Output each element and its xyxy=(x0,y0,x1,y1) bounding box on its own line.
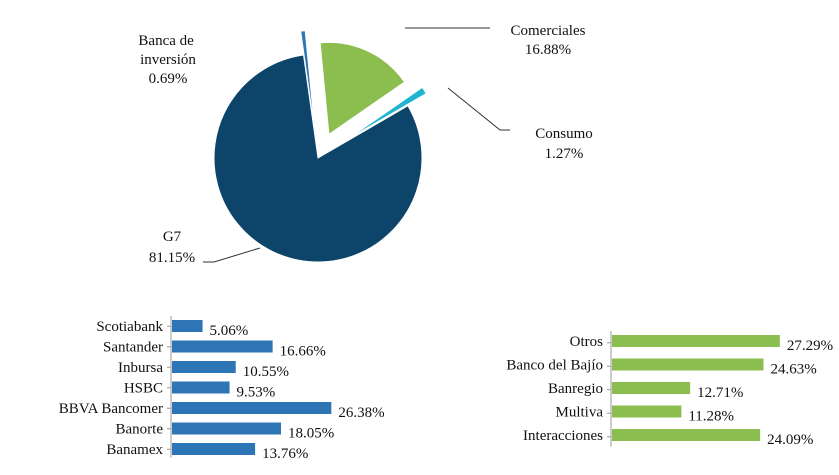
bar-banorte xyxy=(172,422,282,435)
category-label: Banco del Bajío xyxy=(506,358,603,374)
slice-value-comerciales: 16.88% xyxy=(525,42,571,58)
bar-inbursa xyxy=(172,361,236,373)
value-label: 11.28% xyxy=(688,409,734,425)
category-label: Scotiabank xyxy=(96,319,163,335)
slice-value-banca: 0.69% xyxy=(149,71,188,87)
pie-slice-banca-de-inversi-n xyxy=(300,30,316,135)
leader-line-consumo xyxy=(447,87,510,131)
value-label: 26.38% xyxy=(338,405,384,421)
pie-labels: Banca de inversión 0.69% Comerciales 16.… xyxy=(138,23,592,266)
pie-slice-g7 xyxy=(213,54,423,263)
slice-name-g7: G7 xyxy=(163,229,182,245)
pie-slice-comerciales xyxy=(319,41,406,136)
value-label: 16.66% xyxy=(280,344,326,360)
bar-otros xyxy=(612,335,780,347)
value-label: 18.05% xyxy=(288,426,334,442)
value-label: 5.06% xyxy=(210,323,249,339)
bar-banregio xyxy=(612,382,691,394)
slice-name-comerciales: Comerciales xyxy=(511,23,586,39)
bar-chart-blue: Scotiabank 5.06% Santander 16.66% Inbursa 10.… xyxy=(59,316,385,462)
value-label: 24.09% xyxy=(767,432,813,448)
slice-name-consumo: Consumo xyxy=(535,126,593,142)
category-label: Banregio xyxy=(548,381,603,397)
value-label: 10.55% xyxy=(243,364,289,380)
value-label: 9.53% xyxy=(237,385,276,401)
category-label: BBVA Bancomer xyxy=(59,401,163,417)
bar-bbva-bancomer xyxy=(172,402,332,414)
slice-value-consumo: 1.27% xyxy=(545,146,584,162)
category-label: Interacciones xyxy=(523,428,603,444)
category-label: Banamex xyxy=(106,442,163,458)
bar-interacciones xyxy=(612,429,761,441)
bar-banamex xyxy=(172,443,256,455)
category-label: Banorte xyxy=(116,422,164,438)
pie-slice-consumo xyxy=(346,86,427,141)
value-label: 13.76% xyxy=(262,446,308,462)
value-label: 27.29% xyxy=(787,338,833,354)
bar-multiva xyxy=(612,405,682,418)
category-label: Otros xyxy=(570,334,603,350)
slice-value-g7: 81.15% xyxy=(149,250,195,266)
category-label: Santander xyxy=(103,340,163,356)
value-label: 12.71% xyxy=(697,385,743,401)
bar-scotiabank xyxy=(172,320,203,332)
value-label: 24.63% xyxy=(770,362,816,378)
bar-santander xyxy=(172,340,273,353)
bar-hsbc xyxy=(172,381,230,394)
slice-name-banca: Banca de inversión xyxy=(138,33,197,68)
pie-chart xyxy=(213,30,427,263)
category-label: Inbursa xyxy=(118,360,163,376)
category-label: HSBC xyxy=(124,381,163,397)
category-label: Multiva xyxy=(556,405,604,421)
leader-line-g7 xyxy=(203,247,261,263)
bar-banco-del-baj-o xyxy=(612,358,764,371)
bar-chart-green: Otros 27.29% Banco del Bajío 24.63% Banregio… xyxy=(506,331,833,448)
